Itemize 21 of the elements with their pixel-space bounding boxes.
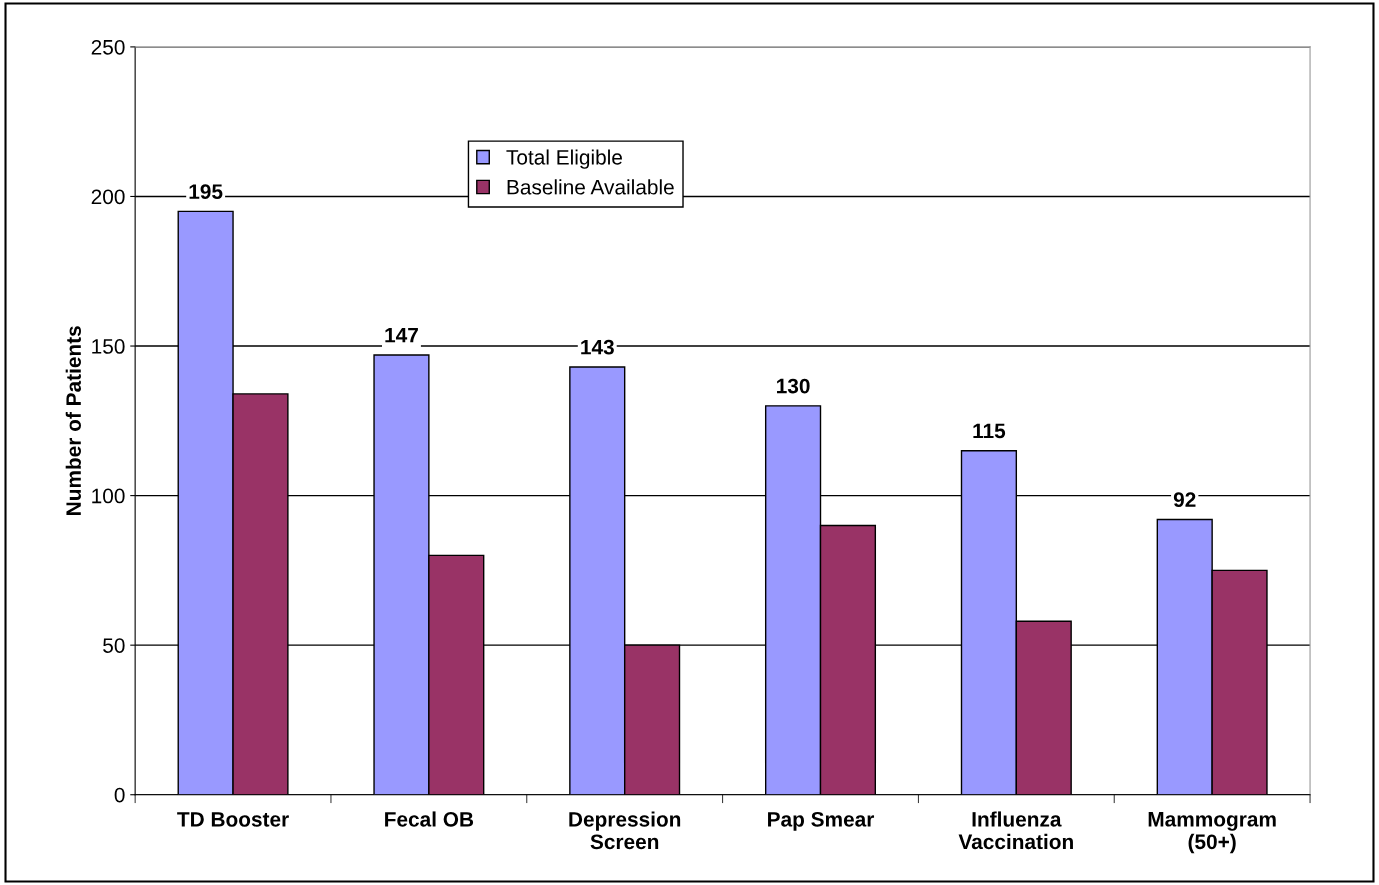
- data-label: 143: [581, 339, 614, 355]
- legend-label: Total Eligible: [506, 149, 622, 169]
- x-tick-label: Influenza Vaccination: [958, 811, 1073, 850]
- data-label: 115: [973, 423, 1006, 439]
- y-tick-label: 100: [92, 488, 125, 504]
- y-tick-label: 250: [91, 39, 125, 55]
- legend-label: Baseline Available: [507, 179, 674, 195]
- data-label: 147: [385, 328, 418, 343]
- x-tick-label: TD Booster: [177, 812, 289, 827]
- y-tick-label: 50: [103, 638, 125, 653]
- y-tick-label: 0: [114, 787, 125, 803]
- y-tick-label: 150: [92, 339, 125, 354]
- data-label: 195: [189, 184, 223, 199]
- x-tick-label: Fecal OB: [385, 811, 474, 827]
- data-label: 130: [777, 378, 810, 394]
- data-label: 92: [1173, 492, 1196, 508]
- x-tick-label: Mammogram (50+): [1148, 812, 1276, 854]
- x-tick-label: Depression Screen: [569, 811, 681, 850]
- x-tick-label: Pap Smear: [768, 811, 875, 831]
- y-axis-title: Number of Patients: [65, 326, 81, 515]
- y-tick-label: 200: [91, 189, 125, 205]
